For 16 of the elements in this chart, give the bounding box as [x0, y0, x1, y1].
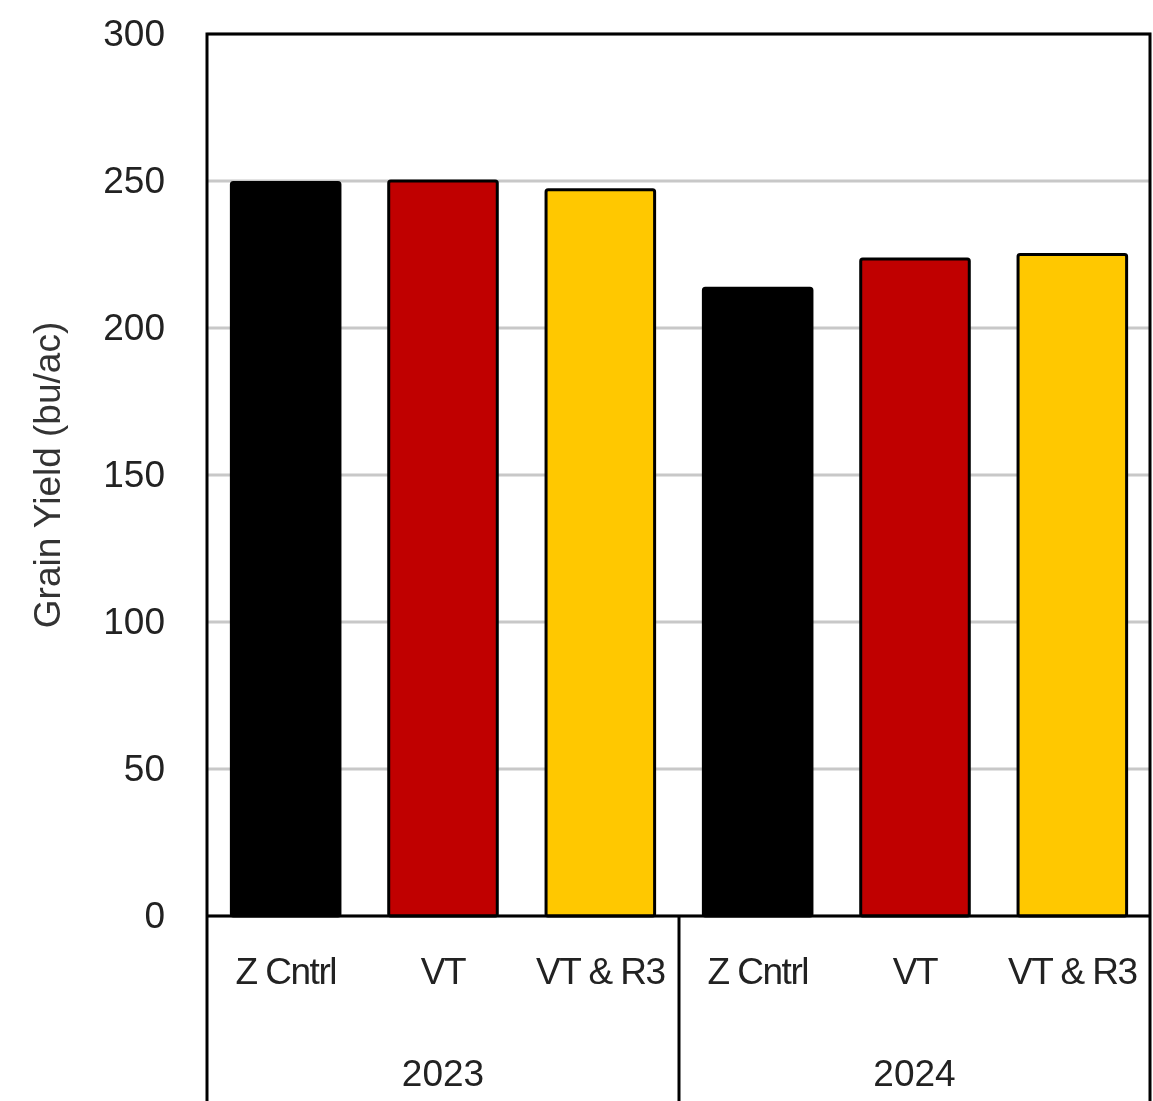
text: 2023 — [401, 1053, 485, 1094]
x-tick-label: Z Cntrl — [235, 951, 336, 993]
y-tick-label: 100 — [103, 601, 165, 643]
x-tick-label: Z Cntrl — [707, 951, 808, 993]
y-tick-label: 250 — [103, 160, 165, 202]
x-tick-label: VT — [892, 951, 939, 993]
text: 2024 — [873, 1053, 956, 1094]
y-tick-label: 300 — [103, 13, 165, 55]
y-tick-label: 200 — [103, 307, 165, 349]
y-tick-label: 150 — [103, 454, 165, 496]
x-tick-label: VT & R3 — [536, 951, 665, 993]
y-axis-title: Grain Yield (bu/ac) — [27, 321, 68, 629]
y-tick-label: 0 — [144, 895, 165, 937]
x-tick-label: VT & R3 — [1008, 951, 1137, 993]
y-tick-label: 50 — [123, 748, 165, 790]
x-tick-label: VT — [420, 951, 467, 993]
